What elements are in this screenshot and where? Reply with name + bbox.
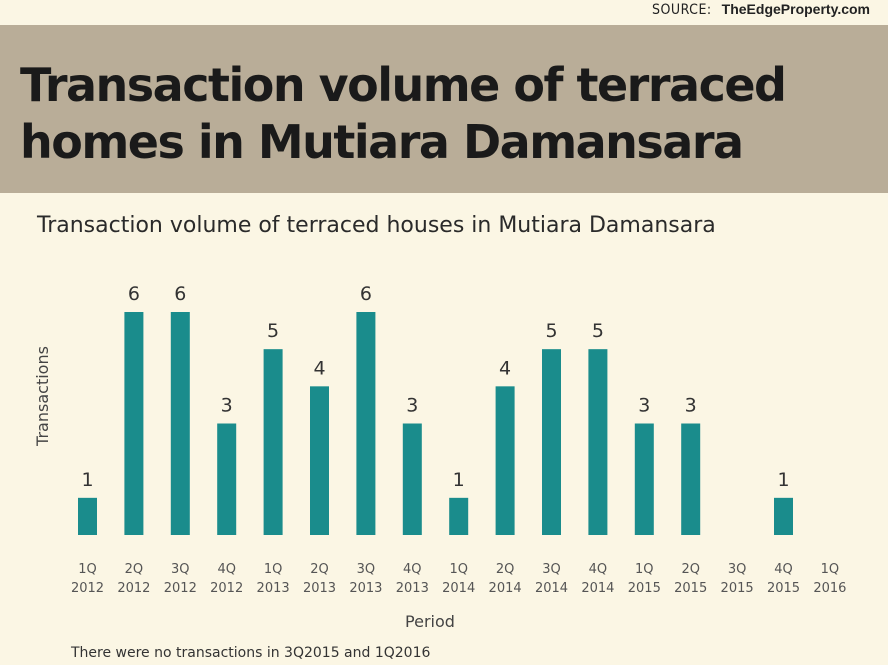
x-tick-label: 3Q (357, 562, 376, 577)
x-tick-label: 2016 (813, 581, 846, 596)
x-tick-label: 4Q (774, 562, 793, 577)
headline: Transaction volume of terraced homes in … (20, 58, 787, 169)
data-label: 1 (453, 469, 465, 491)
x-tick-label: 2015 (628, 581, 661, 596)
data-label: 5 (545, 320, 557, 342)
bar (495, 386, 515, 535)
x-tick-label: 2Q (496, 562, 515, 577)
data-label: 3 (221, 395, 233, 417)
bar (170, 312, 190, 535)
x-tick-label: 2015 (721, 581, 754, 596)
data-label: 6 (360, 283, 372, 305)
x-tick-label: 2014 (489, 581, 522, 596)
bar (774, 497, 793, 535)
x-tick-label: 2013 (257, 581, 290, 596)
data-label: 5 (592, 320, 604, 342)
x-tick-label: 1Q (449, 562, 468, 577)
x-tick-label: 1Q (264, 562, 283, 577)
x-tick-label: 3Q (728, 562, 747, 577)
bar (310, 386, 329, 535)
x-tick-label: 2Q (681, 562, 700, 577)
x-tick-label: 2015 (767, 581, 800, 596)
x-axis-label: Period (405, 612, 455, 631)
footnote: There were no transactions in 3Q2015 and… (71, 645, 431, 661)
chart-title: Transaction volume of terraced houses in… (37, 213, 716, 238)
data-label: 1 (81, 469, 93, 491)
x-tick-label: 1Q (78, 562, 97, 577)
bar (449, 497, 469, 535)
data-label: 1 (777, 469, 789, 491)
headline-banner: Transaction volume of terraced homes in … (0, 25, 888, 193)
x-tick-label: 2014 (581, 581, 614, 596)
x-tick-label: 2012 (117, 581, 150, 596)
source-label: SOURCE: (651, 2, 712, 18)
data-label: 6 (128, 283, 140, 305)
x-tick-label: 2012 (71, 581, 104, 596)
x-tick-label: 1Q (635, 562, 654, 577)
bar (634, 423, 654, 535)
x-tick-label: 3Q (171, 562, 190, 577)
bar (542, 349, 561, 535)
data-label: 4 (313, 357, 325, 379)
bar (263, 349, 283, 535)
x-tick-label: 2012 (164, 581, 197, 596)
bar (681, 423, 701, 535)
x-tick-label: 2012 (210, 581, 243, 596)
x-tick-label: 3Q (542, 562, 561, 577)
x-tick-label: 4Q (403, 562, 422, 577)
x-tick-label: 2013 (303, 581, 336, 596)
bar (217, 423, 237, 535)
x-tick-label: 2013 (349, 581, 382, 596)
data-label: 3 (685, 395, 697, 417)
x-tick-label: 2014 (442, 581, 475, 596)
bar (78, 497, 97, 535)
bar (588, 349, 608, 535)
source-line: SOURCE: TheEdgeProperty.com (652, 0, 870, 22)
x-tick-label: 2Q (310, 562, 329, 577)
x-tick-label: 1Q (821, 562, 840, 577)
x-tick-label: 2013 (396, 581, 429, 596)
bar (402, 423, 422, 535)
data-label: 6 (174, 283, 186, 305)
data-label: 4 (499, 357, 511, 379)
x-tick-label: 2015 (674, 581, 707, 596)
x-tick-label: 4Q (217, 562, 236, 577)
y-axis-label: Transactions (33, 346, 52, 447)
bar (124, 312, 144, 535)
x-tick-label: 2Q (125, 562, 144, 577)
x-tick-label: 2014 (535, 581, 568, 596)
source-value: TheEdgeProperty.com (721, 1, 870, 17)
bar (356, 312, 376, 535)
data-label: 3 (406, 395, 418, 417)
data-label: 5 (267, 320, 279, 342)
data-label: 3 (638, 395, 650, 417)
x-tick-label: 4Q (589, 562, 608, 577)
